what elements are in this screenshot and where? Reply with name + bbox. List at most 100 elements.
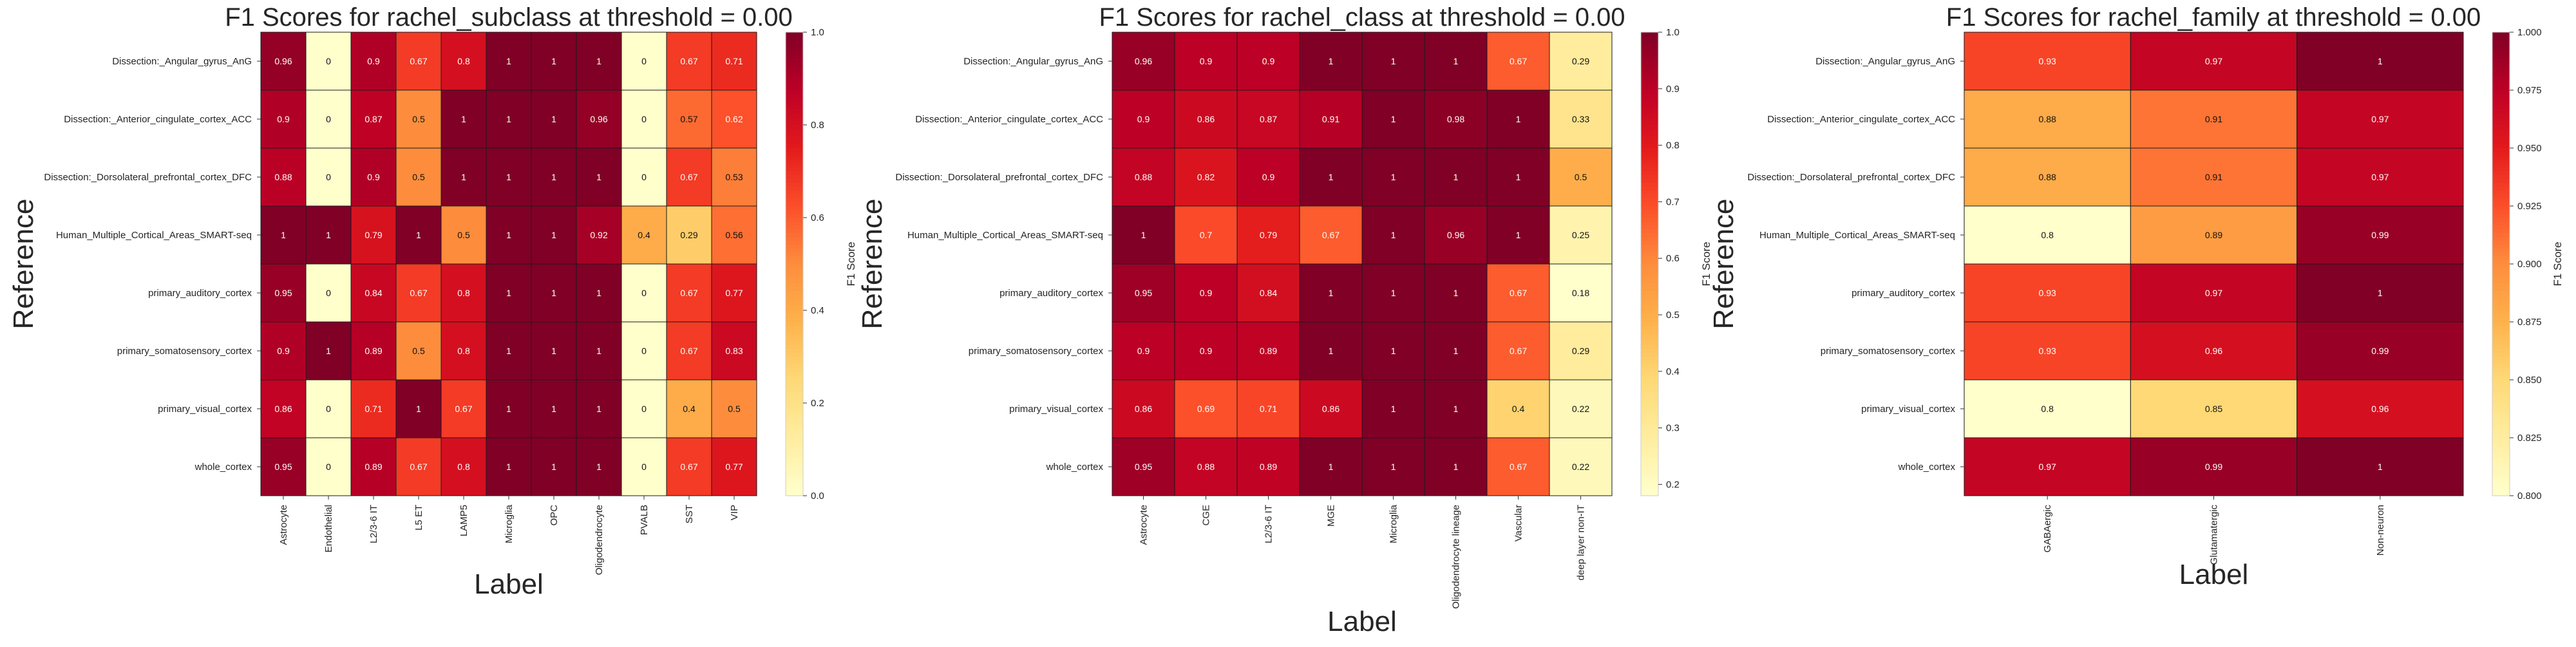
heatmap-cell: [576, 89, 622, 149]
heatmap-cell: [1174, 205, 1238, 265]
colorbar-segment: [1641, 438, 1658, 442]
colorbar-segment: [786, 194, 803, 199]
cell-value-label: 1: [1391, 56, 1396, 66]
cell-value-label: 0.86: [1197, 114, 1215, 124]
cell-value-label: 1: [1141, 230, 1146, 240]
colorbar-segment: [786, 465, 803, 469]
heatmap-cell: [1424, 321, 1488, 380]
cell-value-label: 0.95: [274, 462, 292, 472]
heatmap-cell: [2297, 205, 2464, 265]
heatmap-cell: [2297, 32, 2464, 91]
colorbar-segment: [786, 380, 803, 384]
colorbar-segment: [2492, 268, 2510, 272]
colorbar-segment: [2492, 283, 2510, 288]
heatmap-cell: [1424, 437, 1488, 496]
colorbar-segment: [2492, 164, 2510, 168]
colorbar-segment: [786, 322, 803, 326]
heatmap-cell: [1174, 321, 1238, 380]
cell-value-label: 0.86: [274, 404, 292, 414]
cell-value-label: 0.67: [410, 288, 427, 298]
heatmap-cell: [486, 32, 532, 91]
heatmap-cell: [1424, 32, 1488, 91]
heatmap-cell: [1112, 321, 1175, 380]
heatmap-cell: [1424, 89, 1488, 149]
cell-value-label: 0.4: [1512, 404, 1525, 414]
colorbar-segment: [786, 480, 803, 485]
x-tick-labels: GABAergic Glutamatergic Non-neuron: [2042, 496, 2386, 565]
cell-value-label: 0.88: [2039, 172, 2056, 182]
colorbar-segment: [786, 418, 803, 423]
heatmap-cell: [711, 205, 757, 265]
colorbar-segment: [1641, 256, 1658, 261]
heatmap-cell: [1299, 321, 1363, 380]
colorbar-segment: [2492, 368, 2510, 373]
cell-value-label: 0.95: [1135, 288, 1152, 298]
colorbar-segment: [1641, 484, 1658, 489]
colorbar-segment: [2492, 245, 2510, 249]
cell-value-label: 0: [326, 172, 331, 182]
colorbar-segment: [2492, 194, 2510, 199]
colorbar-segment: [2492, 391, 2510, 396]
cell-value-label: 1: [506, 346, 511, 356]
colorbar-segment: [786, 333, 803, 338]
cell-value-label: 0.85: [2205, 404, 2222, 414]
colorbar-segment: [1641, 48, 1658, 52]
cell-value-label: 0.86: [1135, 404, 1152, 414]
cell-value-label: 0.79: [365, 230, 382, 240]
cell-value-label: 1: [506, 288, 511, 298]
colorbar-segment: [2492, 221, 2510, 226]
colorbar-segment: [1641, 430, 1658, 435]
colorbar-segment: [1641, 229, 1658, 234]
heatmap-cell: [1361, 205, 1425, 265]
colorbar-segment: [1641, 156, 1658, 160]
heatmap-cell: [1236, 263, 1300, 323]
colorbar-segment: [2492, 183, 2510, 187]
colorbar-segment: [786, 361, 803, 365]
colorbar-segment: [786, 306, 803, 311]
y-tick-label: Dissection:_Anterior_cingulate_cortex_AC…: [64, 114, 252, 125]
cell-value-label: 0.97: [2371, 172, 2389, 182]
colorbar-segment: [1641, 306, 1658, 311]
colorbar-segment: [786, 48, 803, 52]
cell-value-label: 1: [1454, 172, 1459, 182]
colorbar-segment: [1641, 287, 1658, 292]
heatmap-cell: [1424, 379, 1488, 438]
cell-value-label: 0: [641, 462, 647, 472]
colorbar-tick-label: 1.000: [2517, 27, 2542, 38]
cell-value-label: 0.9: [1200, 346, 1213, 356]
cell-value-label: 1: [551, 230, 556, 240]
colorbar-segment: [1641, 79, 1658, 83]
colorbar-segment: [2492, 442, 2510, 446]
colorbar-segment: [1641, 183, 1658, 187]
colorbar-segment: [1641, 233, 1658, 238]
cell-value-label: 0.96: [2371, 404, 2389, 414]
colorbar-segment: [786, 368, 803, 373]
colorbar-segment: [1641, 415, 1658, 419]
heatmap-cell: [531, 147, 577, 207]
colorbar-segment: [786, 326, 803, 330]
x-tick-label: deep layer non-IT: [1576, 505, 1587, 581]
colorbar: 0.0 0.2 0.4 0.6 0.8 1.0 F1 Score: [785, 27, 857, 502]
colorbar-segment: [1641, 476, 1658, 481]
heatmap-cell: [260, 379, 307, 438]
cell-value-label: 1: [551, 404, 556, 414]
cell-value-label: 1: [1391, 288, 1396, 298]
heatmap-cell: [531, 205, 577, 265]
x-axis-label: Label: [1327, 606, 1397, 637]
heatmap-cell: [486, 321, 532, 380]
colorbar-tick-label: 0.5: [1666, 310, 1680, 321]
heatmap-cell: [621, 321, 667, 380]
colorbar-segment: [2492, 156, 2510, 160]
y-tick-label: Human_Multiple_Cortical_Areas_SMART-seq: [56, 230, 252, 241]
heatmap-cell: [440, 147, 487, 207]
colorbar-segment: [1641, 164, 1658, 168]
colorbar-segment: [2492, 175, 2510, 180]
heatmap-cell: [1549, 147, 1613, 207]
cell-value-label: 0.89: [365, 346, 382, 356]
colorbar-segment: [786, 388, 803, 392]
cell-value-label: 1: [461, 114, 466, 124]
colorbar-segment: [786, 44, 803, 48]
colorbar-segment: [786, 252, 803, 257]
heatmap-cell: [1299, 205, 1363, 265]
